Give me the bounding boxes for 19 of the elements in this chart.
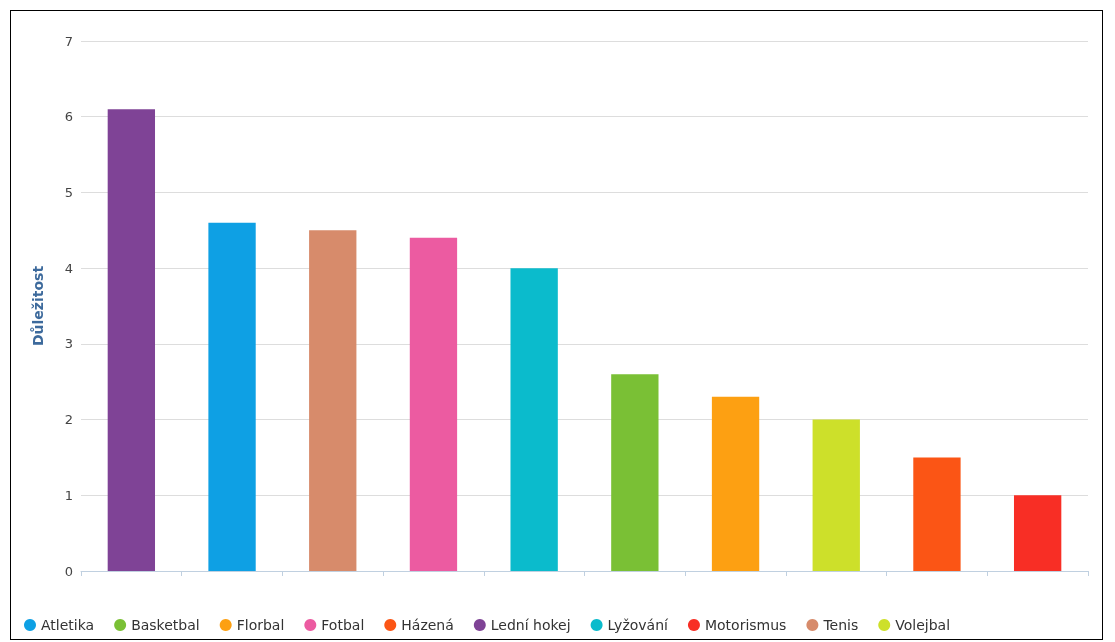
legend-label: Lední hokej: [490, 617, 571, 633]
y-tick-label: 4: [64, 260, 73, 276]
y-tick-label: 7: [64, 33, 73, 49]
y-tick-label: 2: [64, 412, 73, 428]
legend-label: Lyžování: [607, 617, 670, 633]
y-tick-label: 0: [64, 563, 73, 579]
legend-label: Volejbal: [895, 617, 951, 633]
y-tick-label: 3: [64, 336, 73, 352]
legend-label: Florbal: [236, 617, 285, 633]
y-tick-label: 1: [64, 487, 73, 503]
y-tick-label: 5: [64, 184, 73, 200]
legend-label: Tenis: [822, 617, 859, 633]
legend-label: Motorismus: [704, 617, 787, 633]
y-axis-title: Důležitost: [30, 265, 46, 347]
legend-label: Házená: [401, 617, 454, 633]
y-tick-label: 6: [64, 109, 73, 125]
legend-label: Fotbal: [321, 617, 365, 633]
legend-label: Atletika: [41, 617, 95, 633]
legend-label: Basketbal: [131, 617, 200, 633]
